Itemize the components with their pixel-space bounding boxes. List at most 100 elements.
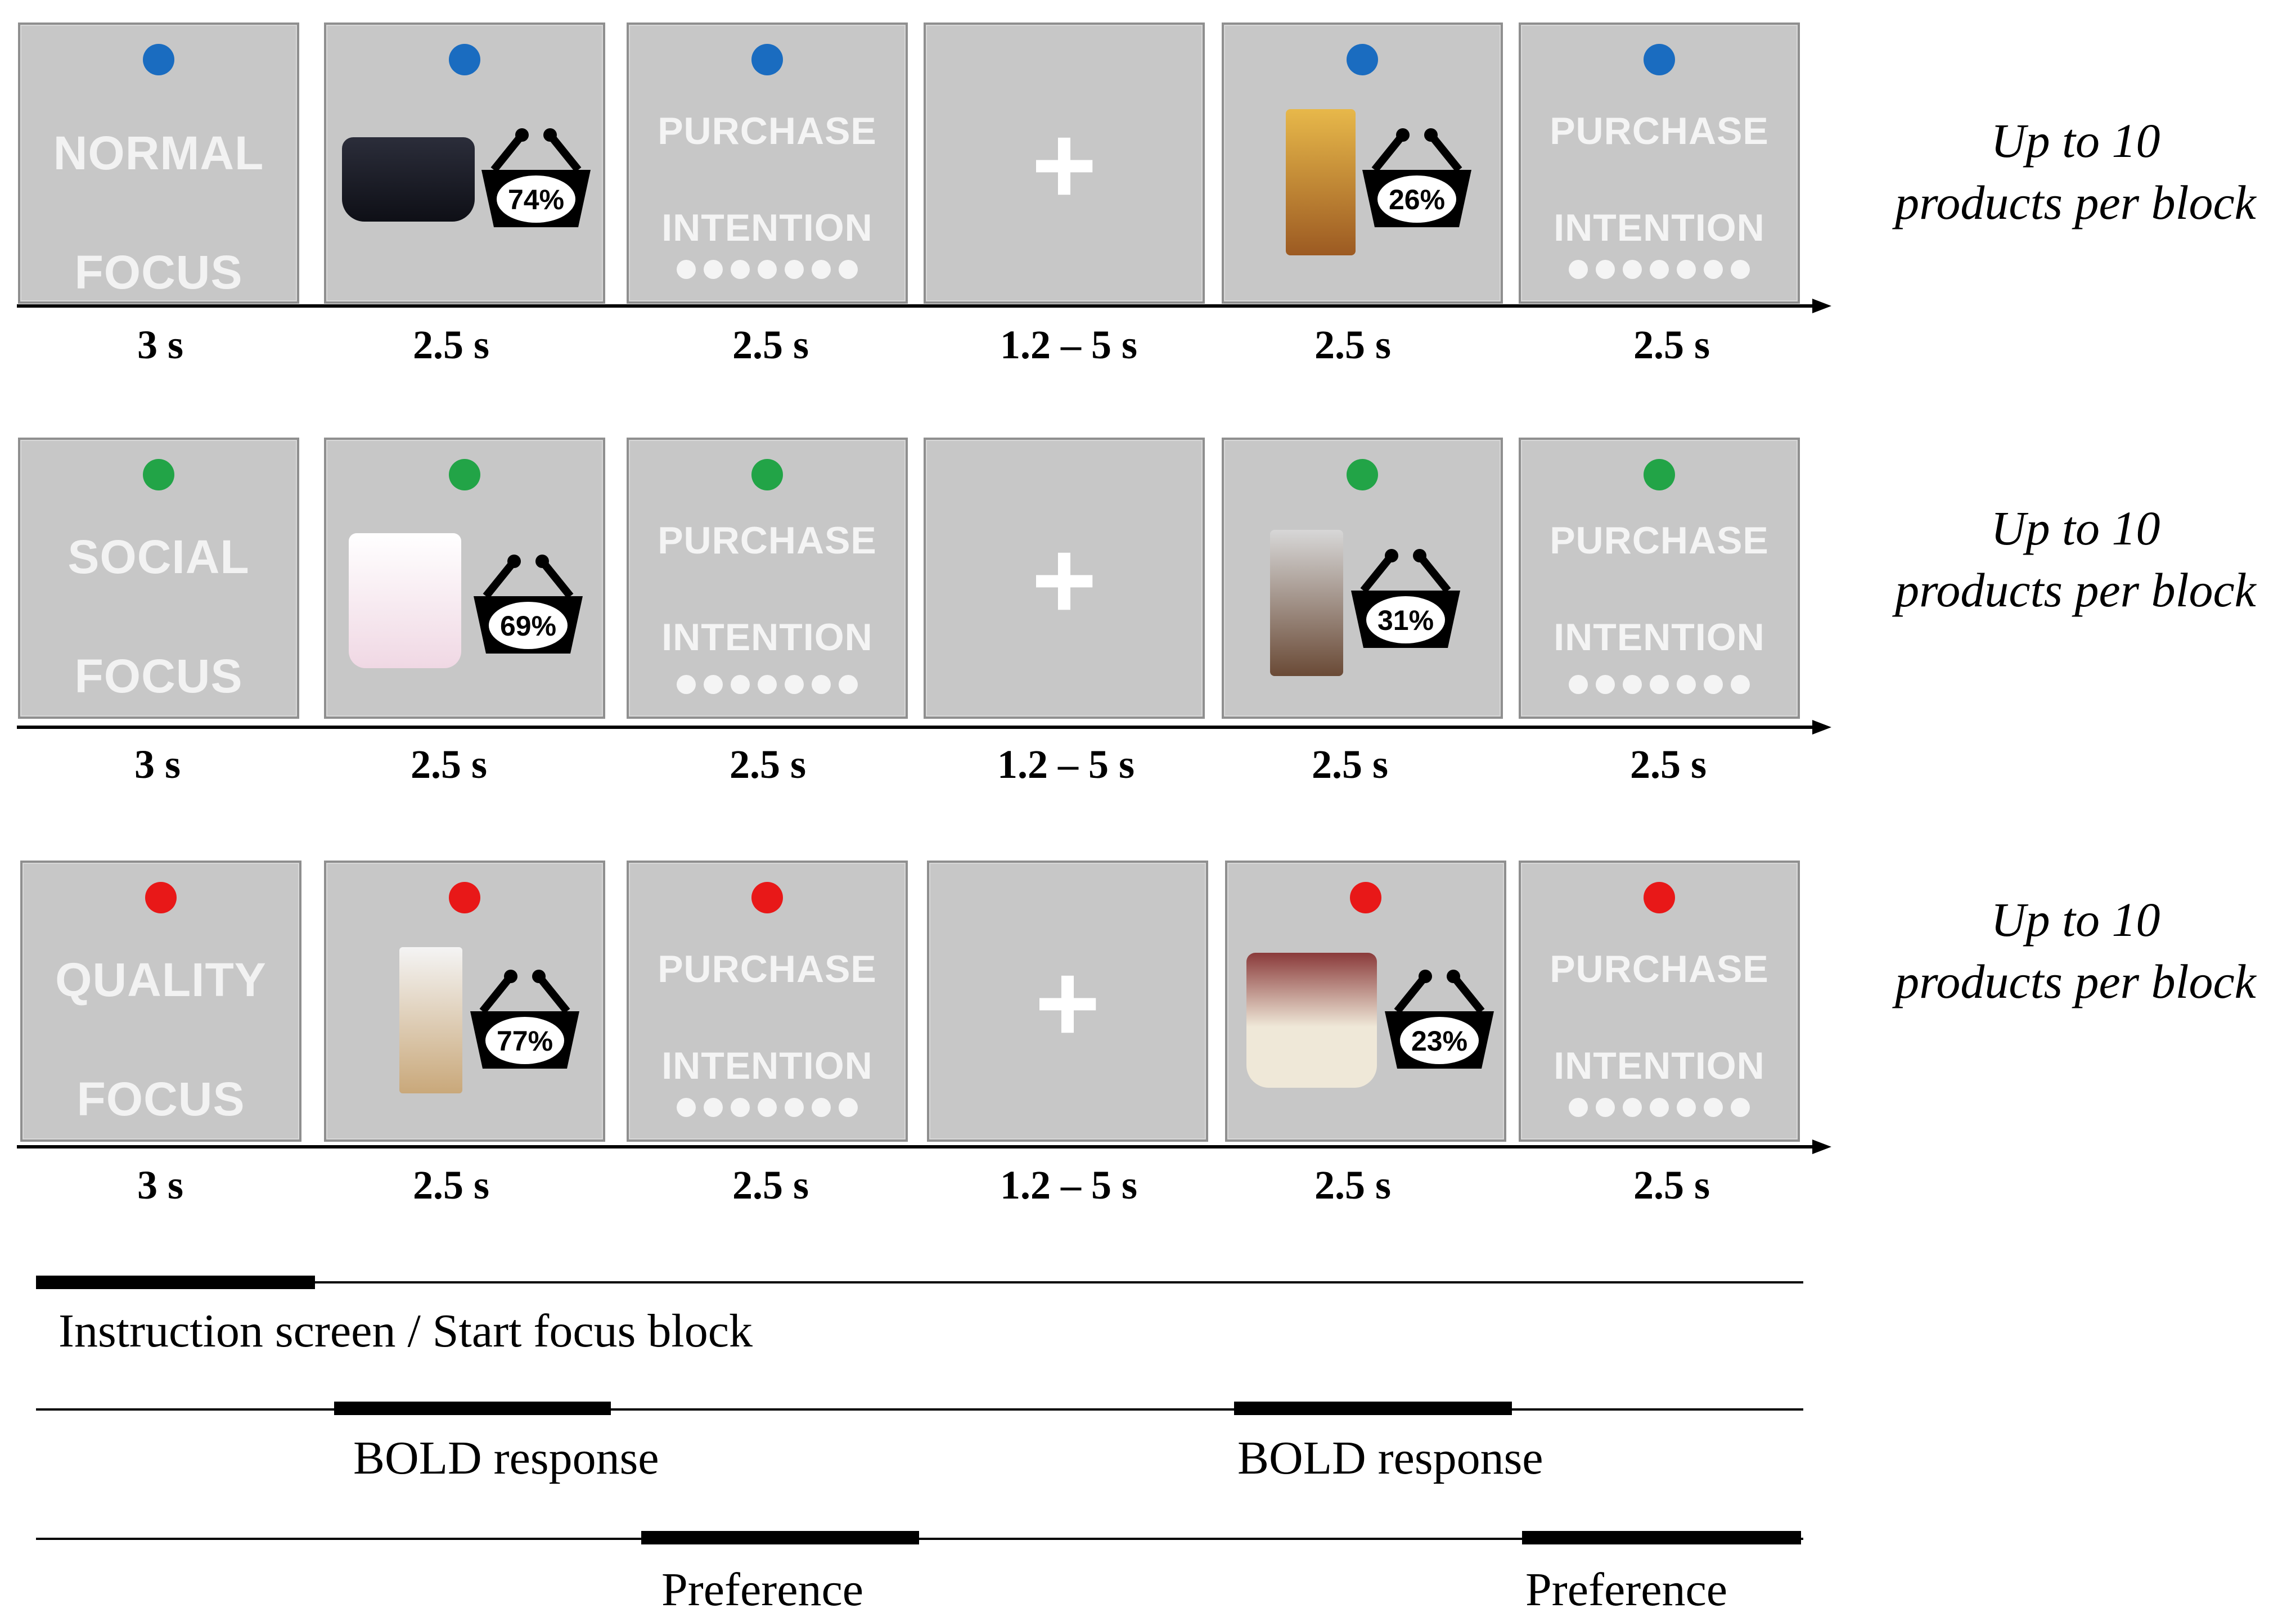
blue-dot-icon [143,44,174,75]
purchase-label: PURCHASE [658,110,877,152]
duration-label: 1.2 – 5 s [997,742,1135,787]
timeline-line-bold [36,1408,1803,1411]
product-image-trimona [342,137,475,222]
note-line-1: Up to 10 [1991,501,2160,555]
share-percent: 31% [1377,605,1434,636]
duration-label: 3 s [137,322,184,367]
share-percent: 77% [497,1025,553,1057]
basket-icon: 77% [470,970,579,1069]
timeline-line-instruction [36,1281,1803,1283]
time-axis-arrow-icon [1812,299,1831,313]
blue-dot-icon [751,44,783,75]
instruction-screen-normal: NORMAL FOCUS [18,22,299,304]
intention-label: INTENTION [661,206,873,249]
basket-icon: 26% [1362,128,1471,227]
purchase-label: PURCHASE [658,948,877,990]
focus-word-1: NORMAL [53,127,264,179]
duration-label: 1.2 – 5 s [1000,322,1138,367]
rating-scale [1521,675,1798,694]
duration-label: 2.5 s [1633,322,1710,367]
basket-icon: 31% [1351,549,1460,648]
bold-bar-1 [334,1402,611,1415]
red-dot-icon [145,882,177,913]
share-percent: 69% [500,610,556,642]
preference-label-2: Preference [1525,1564,1728,1616]
duration-label: 2.5 s [732,1163,809,1208]
duration-label: 2.5 s [1314,1163,1392,1208]
duration-label: 2.5 s [412,322,490,367]
purchase-label: PURCHASE [1550,948,1769,990]
duration-label: 2.5 s [1633,1163,1710,1208]
preference-label-1: Preference [661,1564,864,1616]
green-dot-icon [751,459,783,490]
purchase-label: PURCHASE [1550,519,1769,562]
time-axis [17,726,1817,729]
time-axis-arrow-icon [1812,720,1831,735]
focus-word-1: SOCIAL [67,530,250,583]
green-dot-icon [1347,459,1378,490]
blue-dot-icon [449,44,480,75]
green-dot-icon [449,459,480,490]
red-dot-icon [1644,882,1675,913]
time-axis [17,1145,1817,1148]
time-axis [17,304,1817,308]
product-screen-1-social: 69% [324,438,605,719]
rating-scale [1521,1098,1798,1117]
focus-word-2: FOCUS [76,1073,245,1125]
product-image-milano-box [399,947,462,1093]
focus-word-1: QUALITY [55,953,267,1006]
intention-label: INTENTION [1554,616,1765,659]
note-line-1: Up to 10 [1991,114,2160,168]
time-axis-arrow-icon [1812,1139,1831,1154]
blue-dot-icon [1347,44,1378,75]
duration-label: 2.5 s [732,322,809,367]
green-dot-icon [1644,459,1675,490]
focus-word-2: FOCUS [74,246,243,299]
product-screen-2-social: 31% [1222,438,1503,719]
note-line-1: Up to 10 [1991,893,2160,947]
green-dot-icon [143,459,174,490]
purchase-screen-2-quality: PURCHASE INTENTION [1519,861,1800,1142]
red-dot-icon [751,882,783,913]
fixation-cross-icon: + [1031,102,1097,228]
preference-bar-1 [641,1531,919,1544]
timeline-line-preference [36,1538,1803,1540]
duration-label: 2.5 s [410,742,488,787]
fixation-screen-social: + [924,438,1205,719]
instruction-label: Instruction screen / Start focus block [58,1305,753,1357]
rating-scale [629,675,906,694]
bold-response-label-1: BOLD response [353,1432,659,1484]
block-size-note: Up to 10 products per block [1856,110,2295,233]
bold-bar-2 [1234,1402,1512,1415]
block-size-note: Up to 10 products per block [1856,497,2295,621]
product-screen-2-normal: 26% [1222,22,1503,304]
product-image-snack-bag [1286,109,1356,255]
purchase-screen-1-social: PURCHASE INTENTION [627,438,908,719]
share-percent: 23% [1411,1025,1467,1057]
duration-label: 3 s [134,742,181,787]
intention-label: INTENTION [661,616,873,659]
product-screen-2-quality: 23% [1225,861,1506,1142]
block-size-note: Up to 10 products per block [1856,889,2295,1012]
duration-label: 2.5 s [1314,322,1392,367]
fixation-screen-normal: + [924,22,1205,304]
purchase-screen-1-normal: PURCHASE INTENTION [627,22,908,304]
duration-label: 3 s [137,1163,184,1208]
basket-icon: 23% [1385,970,1494,1069]
duration-label: 2.5 s [1311,742,1389,787]
intention-label: INTENTION [661,1044,873,1087]
rating-scale [629,1098,906,1117]
product-screen-1-normal: 74% [324,22,605,304]
focus-word-2: FOCUS [74,650,243,702]
red-dot-icon [1350,882,1381,913]
note-line-2: products per block [1895,563,2256,617]
purchase-screen-2-social: PURCHASE INTENTION [1519,438,1800,719]
duration-label: 2.5 s [729,742,807,787]
bold-response-label-2: BOLD response [1237,1432,1543,1484]
rating-scale [1521,260,1798,279]
intention-label: INTENTION [1554,1044,1765,1087]
fixation-cross-icon: + [1034,940,1101,1066]
share-percent: 26% [1389,184,1445,215]
product-image-dessert-cup [1246,953,1377,1088]
note-line-2: products per block [1895,175,2256,229]
